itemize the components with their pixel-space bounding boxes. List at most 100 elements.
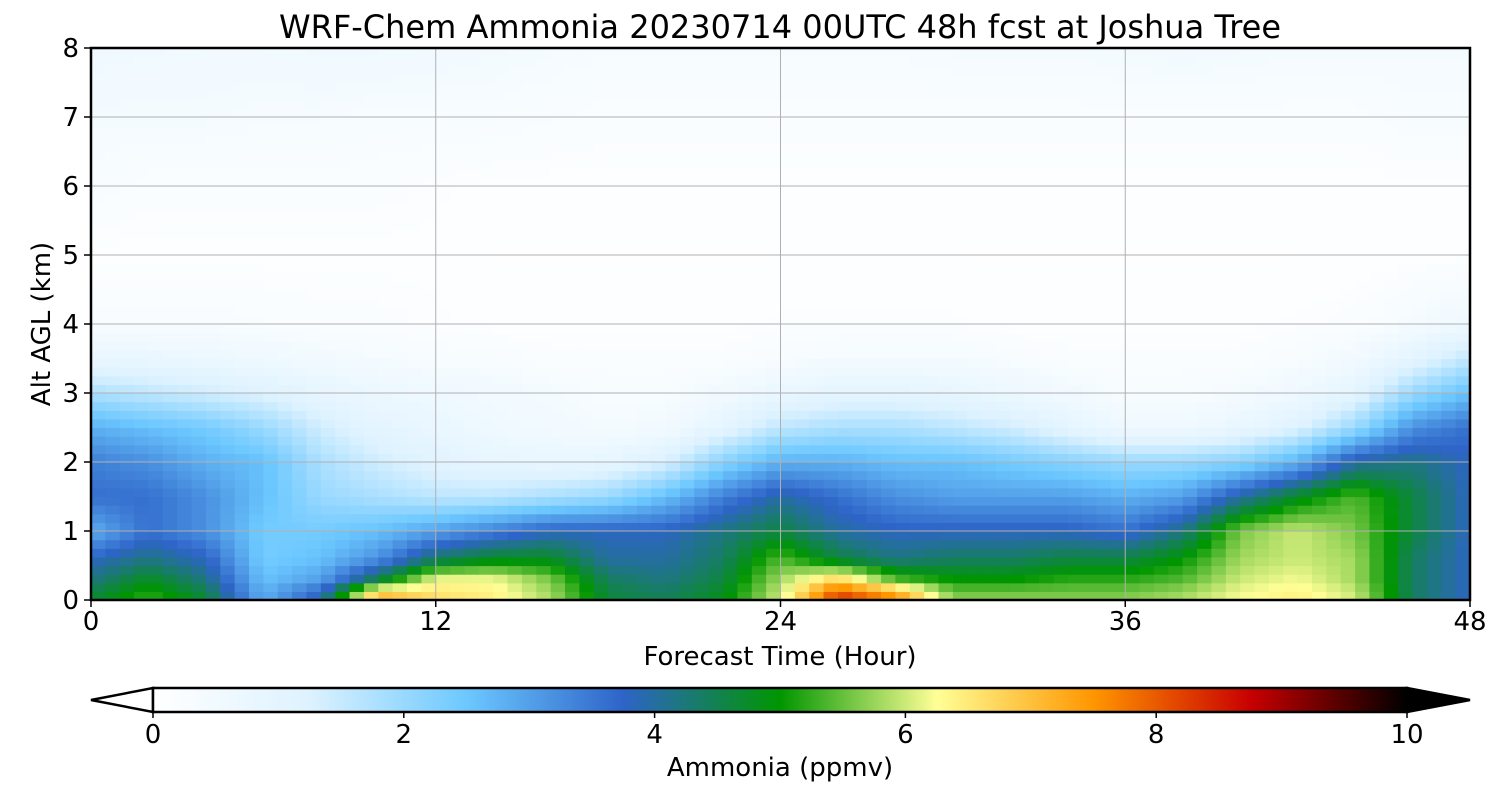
heatmap-cell [866,298,882,308]
heatmap-cell [162,582,178,592]
heatmap-cell [1283,220,1299,230]
heatmap-cell [378,591,394,601]
heatmap-cell [277,384,293,394]
heatmap-cell [536,289,552,299]
heatmap-cell [651,375,667,385]
heatmap-cell [335,479,351,489]
heatmap-cell [392,591,408,601]
heatmap-cell [866,349,882,360]
heatmap-cell [1139,298,1155,308]
heatmap-cell [1139,401,1155,411]
heatmap-cell [320,246,336,256]
heatmap-cell [1398,565,1414,575]
heatmap-cell [1168,367,1184,377]
heatmap-cell [924,211,940,222]
heatmap-cell [751,522,767,532]
heatmap-cell [895,358,911,368]
heatmap-cell [751,255,767,265]
heatmap-cell [694,453,710,463]
heatmap-cell [349,418,365,429]
heatmap-cell [205,410,221,420]
heatmap-cell [205,280,221,291]
heatmap-cell [435,246,451,256]
heatmap-cell [837,453,853,463]
heatmap-cell [694,574,710,584]
heatmap-cell [421,177,437,187]
heatmap-cell [837,393,853,403]
heatmap-cell [1067,436,1083,446]
heatmap-cell [1211,194,1227,204]
heatmap-cell [1455,539,1471,549]
heatmap-cell [636,375,652,385]
heatmap-cell [1455,306,1471,316]
heatmap-cell [493,151,509,161]
heatmap-cell [794,418,810,429]
heatmap-cell [1412,556,1428,567]
heatmap-cell [220,151,236,161]
heatmap-cell [866,367,882,377]
heatmap-cell [105,341,121,351]
heatmap-cell [1455,548,1471,558]
heatmap-cell [1268,505,1284,515]
heatmap-cell [1125,531,1141,541]
heatmap-cell [1039,341,1055,351]
heatmap-cell [450,513,466,523]
heatmap-cell [105,272,121,282]
heatmap-cell [1455,505,1471,515]
heatmap-cell [723,160,738,170]
heatmap-cell [363,315,379,325]
heatmap-cell [1311,531,1327,541]
heatmap-cell [636,479,652,489]
heatmap-cell [335,263,351,273]
heatmap-cell [1110,487,1126,498]
heatmap-cell [263,246,279,256]
heatmap-cell [421,349,437,360]
heatmap-cell [435,436,451,446]
heatmap-cell [881,513,897,523]
heatmap-cell [1053,272,1069,282]
heatmap-cell [407,513,422,523]
heatmap-cell [1082,487,1098,498]
heatmap-cell [1369,539,1385,549]
heatmap-cell [1426,539,1442,549]
heatmap-cell [1082,332,1098,342]
heatmap-cell [1441,418,1457,429]
heatmap-cell [134,177,150,187]
heatmap-cell [665,444,681,454]
heatmap-cell [593,255,609,265]
heatmap-cell [622,298,638,308]
heatmap-cell [909,211,925,222]
heatmap-cell [1053,574,1069,584]
heatmap-cell [895,522,911,532]
heatmap-cell [794,315,810,325]
heatmap-cell [794,367,810,377]
heatmap-cell [981,246,997,256]
heatmap-cell [1053,280,1069,291]
heatmap-cell [565,315,580,325]
heatmap-cell [866,203,882,213]
heatmap-cell [579,418,595,429]
heatmap-cell [881,263,897,273]
heatmap-cell [866,427,882,437]
heatmap-cell [421,531,437,541]
heatmap-cell [751,539,767,549]
heatmap-cell [895,427,911,437]
heatmap-cell [1096,367,1112,377]
chart-title: WRF-Chem Ammonia 20230714 00UTC 48h fcst… [279,8,1281,46]
heatmap-cell [694,229,710,239]
heatmap-cell [1455,375,1471,385]
heatmap-cell [1182,263,1198,273]
heatmap-cell [665,496,681,506]
heatmap-cell [708,358,724,368]
heatmap-cell [148,272,164,282]
heatmap-cell [708,505,724,515]
heatmap-cell [1225,384,1241,394]
heatmap-cell [1426,582,1442,592]
heatmap-cell [852,427,868,437]
heatmap-cell [536,522,552,532]
heatmap-cell [837,522,853,532]
heatmap-cell [220,574,236,584]
heatmap-cell [320,462,336,472]
heatmap-cell [507,470,523,480]
heatmap-cell [608,220,624,230]
